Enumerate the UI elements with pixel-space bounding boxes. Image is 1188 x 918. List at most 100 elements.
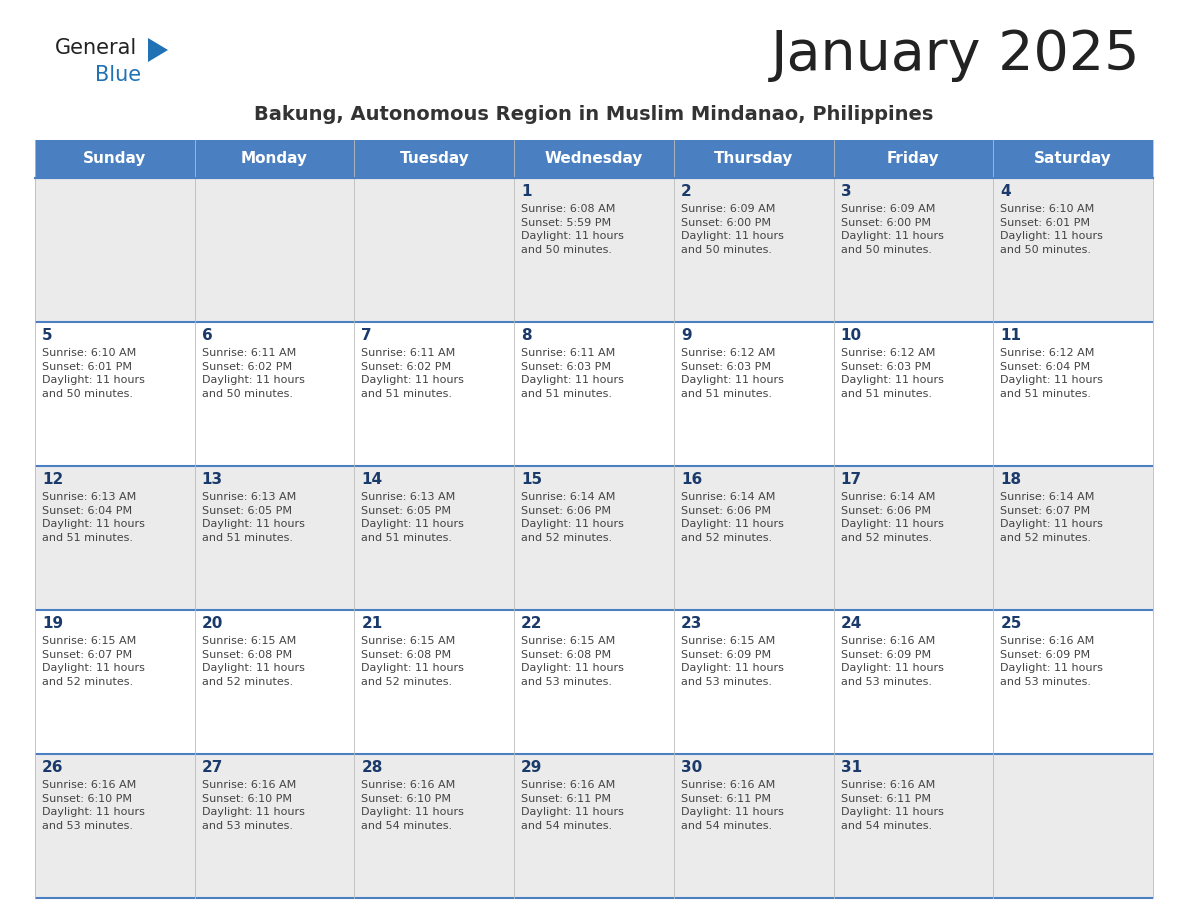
Bar (195, 322, 354, 466)
Bar (34, 178, 195, 322)
Text: Sunrise: 6:15 AM
Sunset: 6:08 PM
Daylight: 11 hours
and 52 minutes.: Sunrise: 6:15 AM Sunset: 6:08 PM Dayligh… (202, 636, 304, 687)
Text: 29: 29 (522, 760, 543, 775)
Text: Sunrise: 6:15 AM
Sunset: 6:07 PM
Daylight: 11 hours
and 52 minutes.: Sunrise: 6:15 AM Sunset: 6:07 PM Dayligh… (42, 636, 145, 687)
Text: January 2025: January 2025 (771, 28, 1140, 82)
Text: Bakung, Autonomous Region in Muslim Mindanao, Philippines: Bakung, Autonomous Region in Muslim Mind… (254, 105, 934, 124)
Text: Sunday: Sunday (83, 151, 146, 166)
Text: Sunrise: 6:16 AM
Sunset: 6:11 PM
Daylight: 11 hours
and 54 minutes.: Sunrise: 6:16 AM Sunset: 6:11 PM Dayligh… (522, 780, 624, 831)
Text: 9: 9 (681, 328, 691, 343)
Text: 16: 16 (681, 472, 702, 487)
Bar (354, 322, 514, 466)
Bar (674, 610, 834, 754)
Text: 20: 20 (202, 616, 223, 631)
Bar (514, 140, 674, 178)
Text: 15: 15 (522, 472, 542, 487)
Bar (34, 610, 195, 754)
Bar (354, 610, 514, 754)
Text: Sunrise: 6:11 AM
Sunset: 6:03 PM
Daylight: 11 hours
and 51 minutes.: Sunrise: 6:11 AM Sunset: 6:03 PM Dayligh… (522, 348, 624, 398)
Bar (195, 178, 354, 322)
Text: 3: 3 (841, 184, 851, 199)
Bar (34, 322, 195, 466)
Polygon shape (148, 38, 168, 62)
Text: Sunrise: 6:16 AM
Sunset: 6:10 PM
Daylight: 11 hours
and 53 minutes.: Sunrise: 6:16 AM Sunset: 6:10 PM Dayligh… (202, 780, 304, 831)
Bar (993, 610, 1154, 754)
Text: Blue: Blue (95, 65, 141, 85)
Text: 12: 12 (42, 472, 63, 487)
Bar (834, 322, 993, 466)
Text: 14: 14 (361, 472, 383, 487)
Text: Sunrise: 6:13 AM
Sunset: 6:05 PM
Daylight: 11 hours
and 51 minutes.: Sunrise: 6:13 AM Sunset: 6:05 PM Dayligh… (361, 492, 465, 543)
Bar (834, 754, 993, 898)
Text: Sunrise: 6:16 AM
Sunset: 6:11 PM
Daylight: 11 hours
and 54 minutes.: Sunrise: 6:16 AM Sunset: 6:11 PM Dayligh… (681, 780, 784, 831)
Text: 26: 26 (42, 760, 63, 775)
Text: Sunrise: 6:16 AM
Sunset: 6:10 PM
Daylight: 11 hours
and 53 minutes.: Sunrise: 6:16 AM Sunset: 6:10 PM Dayligh… (42, 780, 145, 831)
Text: Sunrise: 6:10 AM
Sunset: 6:01 PM
Daylight: 11 hours
and 50 minutes.: Sunrise: 6:10 AM Sunset: 6:01 PM Dayligh… (1000, 204, 1104, 255)
Text: 24: 24 (841, 616, 862, 631)
Text: 31: 31 (841, 760, 861, 775)
Text: 23: 23 (681, 616, 702, 631)
Bar (354, 754, 514, 898)
Bar (514, 466, 674, 610)
Text: Saturday: Saturday (1035, 151, 1112, 166)
Text: General: General (55, 38, 138, 58)
Bar (195, 466, 354, 610)
Text: 25: 25 (1000, 616, 1022, 631)
Text: 5: 5 (42, 328, 52, 343)
Bar (34, 140, 195, 178)
Text: Sunrise: 6:12 AM
Sunset: 6:03 PM
Daylight: 11 hours
and 51 minutes.: Sunrise: 6:12 AM Sunset: 6:03 PM Dayligh… (681, 348, 784, 398)
Bar (195, 140, 354, 178)
Bar (354, 178, 514, 322)
Text: Sunrise: 6:12 AM
Sunset: 6:04 PM
Daylight: 11 hours
and 51 minutes.: Sunrise: 6:12 AM Sunset: 6:04 PM Dayligh… (1000, 348, 1104, 398)
Text: Friday: Friday (887, 151, 940, 166)
Text: Sunrise: 6:15 AM
Sunset: 6:09 PM
Daylight: 11 hours
and 53 minutes.: Sunrise: 6:15 AM Sunset: 6:09 PM Dayligh… (681, 636, 784, 687)
Text: Sunrise: 6:09 AM
Sunset: 6:00 PM
Daylight: 11 hours
and 50 minutes.: Sunrise: 6:09 AM Sunset: 6:00 PM Dayligh… (681, 204, 784, 255)
Text: 28: 28 (361, 760, 383, 775)
Text: 6: 6 (202, 328, 213, 343)
Bar (514, 610, 674, 754)
Text: 2: 2 (681, 184, 691, 199)
Text: 22: 22 (522, 616, 543, 631)
Text: 19: 19 (42, 616, 63, 631)
Text: 11: 11 (1000, 328, 1022, 343)
Text: Monday: Monday (241, 151, 308, 166)
Bar (834, 466, 993, 610)
Text: 18: 18 (1000, 472, 1022, 487)
Text: Sunrise: 6:15 AM
Sunset: 6:08 PM
Daylight: 11 hours
and 52 minutes.: Sunrise: 6:15 AM Sunset: 6:08 PM Dayligh… (361, 636, 465, 687)
Text: Sunrise: 6:14 AM
Sunset: 6:06 PM
Daylight: 11 hours
and 52 minutes.: Sunrise: 6:14 AM Sunset: 6:06 PM Dayligh… (841, 492, 943, 543)
Bar (993, 178, 1154, 322)
Text: Sunrise: 6:11 AM
Sunset: 6:02 PM
Daylight: 11 hours
and 50 minutes.: Sunrise: 6:11 AM Sunset: 6:02 PM Dayligh… (202, 348, 304, 398)
Bar (195, 754, 354, 898)
Text: Wednesday: Wednesday (545, 151, 643, 166)
Bar (34, 466, 195, 610)
Text: Sunrise: 6:16 AM
Sunset: 6:09 PM
Daylight: 11 hours
and 53 minutes.: Sunrise: 6:16 AM Sunset: 6:09 PM Dayligh… (841, 636, 943, 687)
Text: Sunrise: 6:15 AM
Sunset: 6:08 PM
Daylight: 11 hours
and 53 minutes.: Sunrise: 6:15 AM Sunset: 6:08 PM Dayligh… (522, 636, 624, 687)
Bar (674, 322, 834, 466)
Text: 7: 7 (361, 328, 372, 343)
Text: Sunrise: 6:13 AM
Sunset: 6:05 PM
Daylight: 11 hours
and 51 minutes.: Sunrise: 6:13 AM Sunset: 6:05 PM Dayligh… (202, 492, 304, 543)
Bar (34, 754, 195, 898)
Text: Sunrise: 6:09 AM
Sunset: 6:00 PM
Daylight: 11 hours
and 50 minutes.: Sunrise: 6:09 AM Sunset: 6:00 PM Dayligh… (841, 204, 943, 255)
Text: Sunrise: 6:11 AM
Sunset: 6:02 PM
Daylight: 11 hours
and 51 minutes.: Sunrise: 6:11 AM Sunset: 6:02 PM Dayligh… (361, 348, 465, 398)
Text: Tuesday: Tuesday (399, 151, 469, 166)
Text: 21: 21 (361, 616, 383, 631)
Bar (834, 178, 993, 322)
Text: Sunrise: 6:16 AM
Sunset: 6:09 PM
Daylight: 11 hours
and 53 minutes.: Sunrise: 6:16 AM Sunset: 6:09 PM Dayligh… (1000, 636, 1104, 687)
Bar (674, 754, 834, 898)
Bar (993, 466, 1154, 610)
Text: Sunrise: 6:12 AM
Sunset: 6:03 PM
Daylight: 11 hours
and 51 minutes.: Sunrise: 6:12 AM Sunset: 6:03 PM Dayligh… (841, 348, 943, 398)
Bar (514, 322, 674, 466)
Text: Sunrise: 6:14 AM
Sunset: 6:07 PM
Daylight: 11 hours
and 52 minutes.: Sunrise: 6:14 AM Sunset: 6:07 PM Dayligh… (1000, 492, 1104, 543)
Bar (834, 610, 993, 754)
Bar (354, 466, 514, 610)
Text: Sunrise: 6:14 AM
Sunset: 6:06 PM
Daylight: 11 hours
and 52 minutes.: Sunrise: 6:14 AM Sunset: 6:06 PM Dayligh… (681, 492, 784, 543)
Bar (674, 466, 834, 610)
Text: 8: 8 (522, 328, 532, 343)
Text: 30: 30 (681, 760, 702, 775)
Text: Sunrise: 6:08 AM
Sunset: 5:59 PM
Daylight: 11 hours
and 50 minutes.: Sunrise: 6:08 AM Sunset: 5:59 PM Dayligh… (522, 204, 624, 255)
Bar (993, 140, 1154, 178)
Bar (993, 754, 1154, 898)
Text: 17: 17 (841, 472, 861, 487)
Text: Sunrise: 6:10 AM
Sunset: 6:01 PM
Daylight: 11 hours
and 50 minutes.: Sunrise: 6:10 AM Sunset: 6:01 PM Dayligh… (42, 348, 145, 398)
Text: Sunrise: 6:14 AM
Sunset: 6:06 PM
Daylight: 11 hours
and 52 minutes.: Sunrise: 6:14 AM Sunset: 6:06 PM Dayligh… (522, 492, 624, 543)
Bar (993, 322, 1154, 466)
